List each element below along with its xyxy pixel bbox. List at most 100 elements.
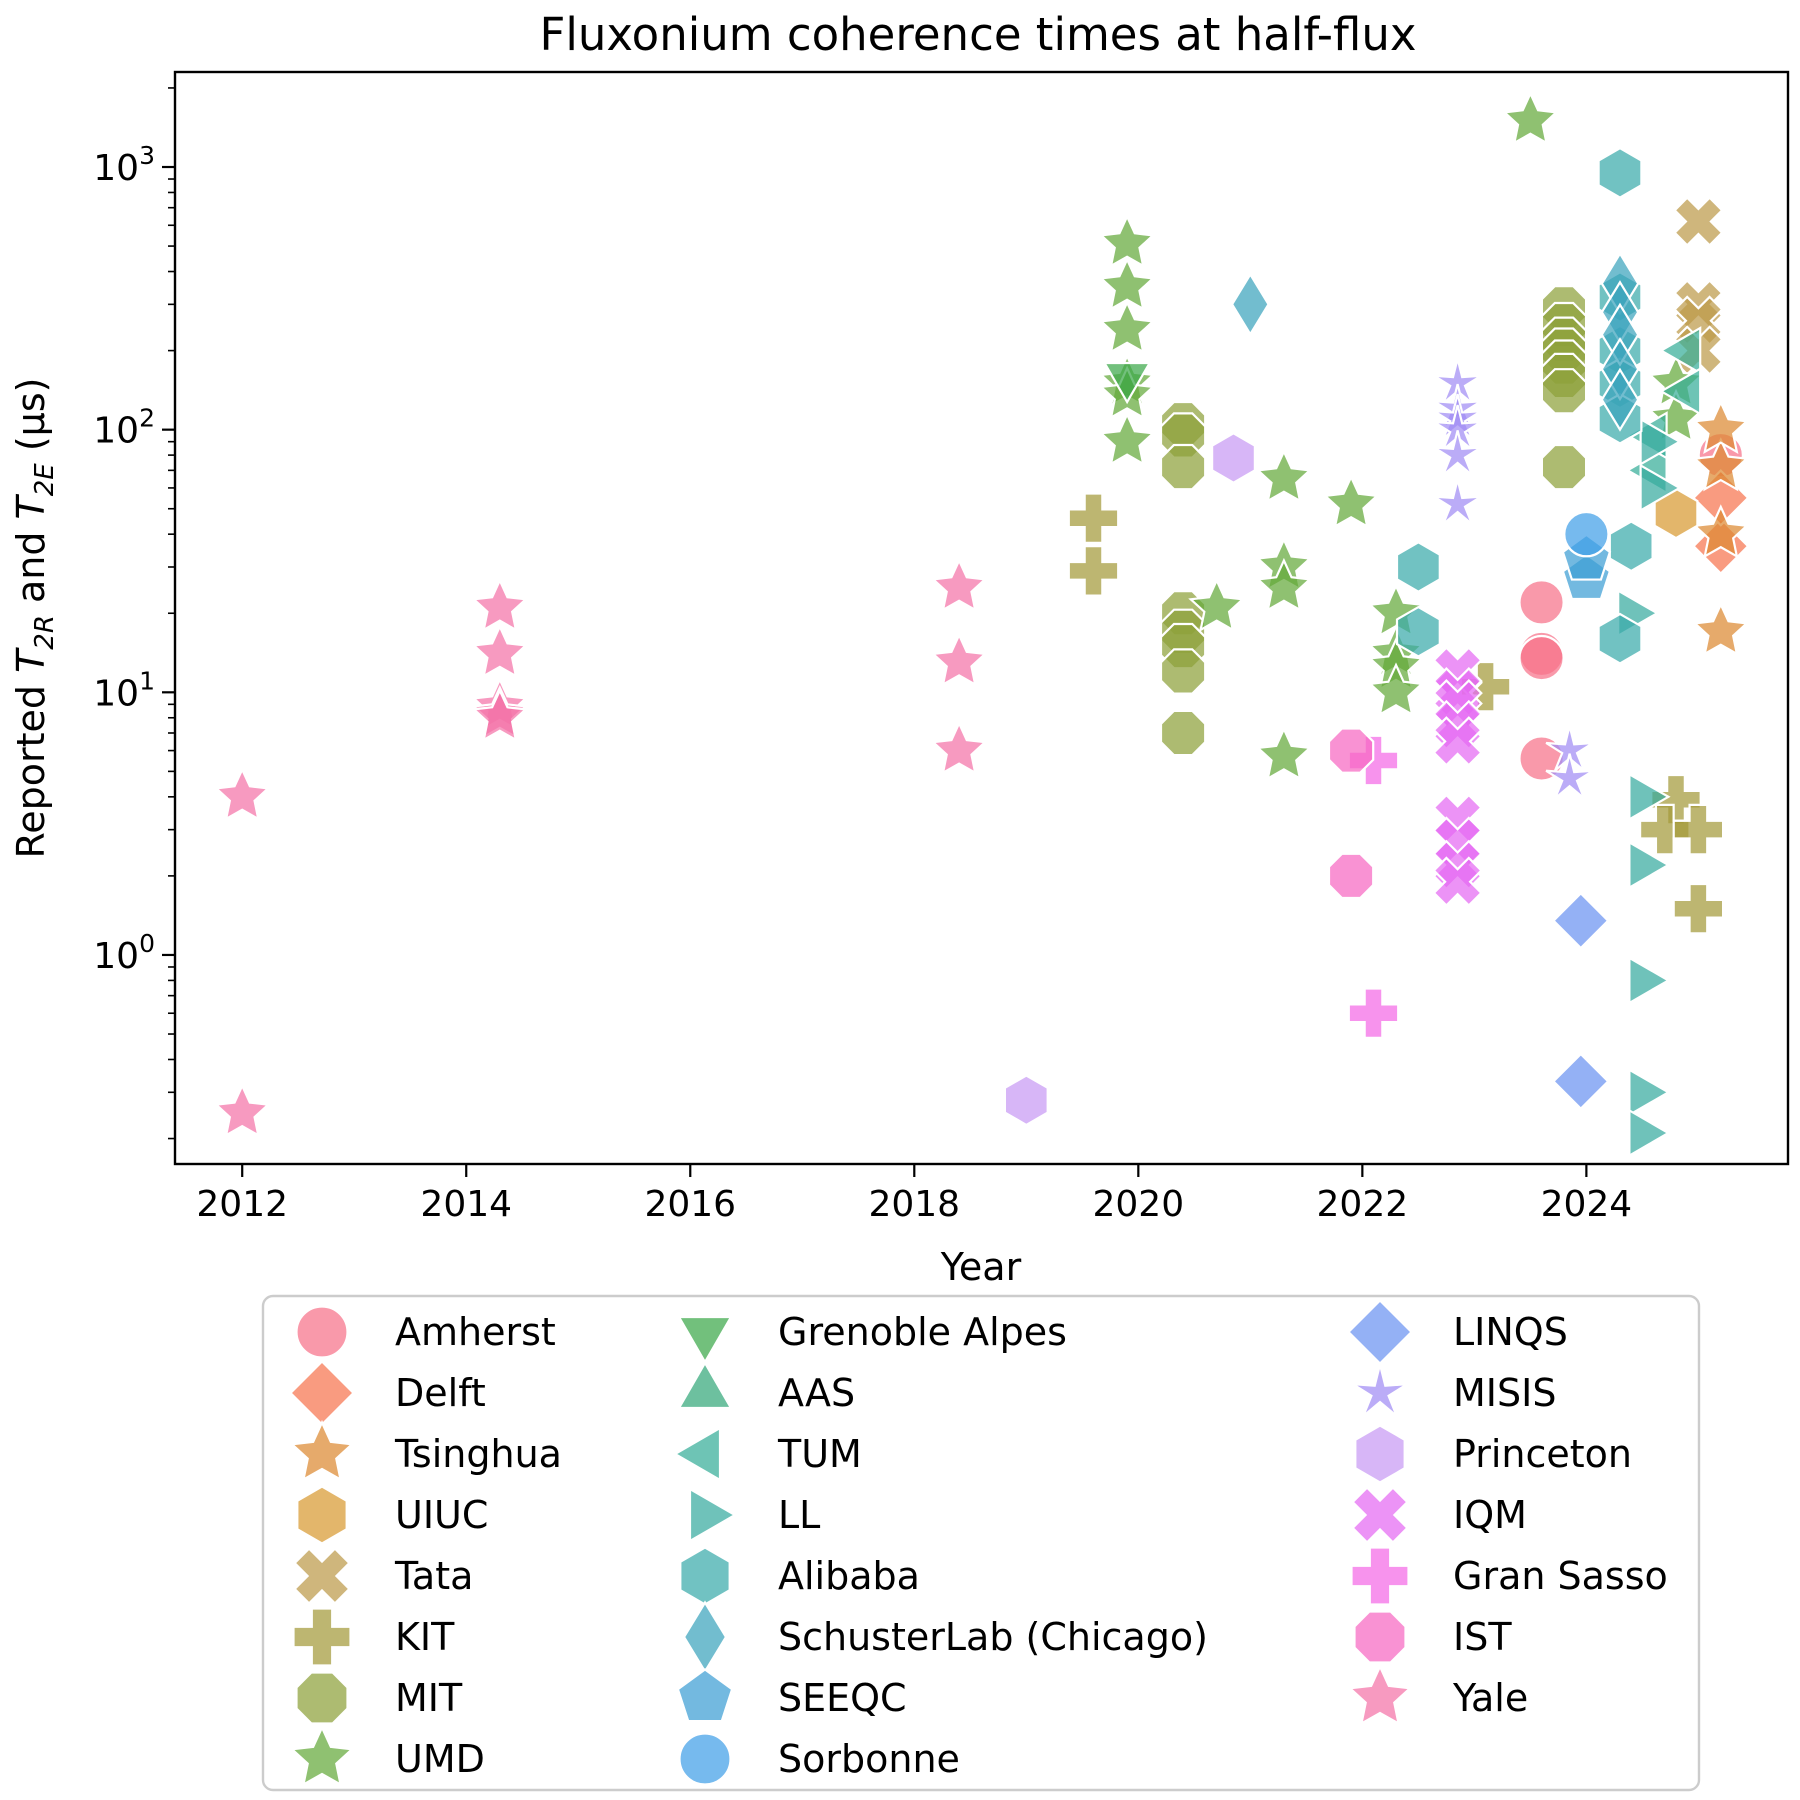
- x-tick-label-5: 2022: [1317, 1184, 1409, 1225]
- y-tick-label-2: 102: [93, 404, 155, 452]
- point-10-3: [1659, 366, 1702, 416]
- legend-label-21: IST: [1453, 1615, 1512, 1659]
- legend-marker-9: [677, 1360, 733, 1410]
- legend-label-11: LL: [778, 1493, 820, 1537]
- point-16-1: [1551, 1052, 1610, 1111]
- point-6-6: [1159, 648, 1207, 695]
- legend-label-15: Sorbonne: [778, 1737, 960, 1781]
- legend-label-4: Tata: [394, 1554, 473, 1598]
- point-16-0: [1551, 891, 1610, 950]
- point-2-2: [1692, 437, 1750, 492]
- legend-label-8: Grenoble Alpes: [778, 1310, 1067, 1354]
- point-18-1: [1003, 1074, 1049, 1127]
- point-11-4: [1628, 1108, 1671, 1158]
- legend-marker-11: [688, 1487, 738, 1543]
- point-2-0: [1692, 601, 1750, 657]
- legend: Amherst Delft Tsinghua UIUC Tata KIT MIT UMD Gre…: [288, 1298, 1668, 1787]
- point-12-4: [1597, 612, 1643, 665]
- y-tick-label-3: 103: [93, 141, 155, 189]
- point-22-0: [213, 766, 271, 822]
- legend-marker-7: [289, 1724, 355, 1787]
- point-22-8: [930, 632, 988, 687]
- point-7-3: [1098, 299, 1156, 355]
- y-label-symbol-2: T: [9, 493, 53, 519]
- legend-marker-20: [1350, 1546, 1410, 1606]
- point-12-0: [1597, 146, 1643, 199]
- point-17-4: [1433, 430, 1482, 476]
- point-11-2: [1628, 955, 1671, 1005]
- legend-marker-5: [292, 1607, 352, 1667]
- y-label-mid: and: [9, 519, 53, 615]
- point-7-2: [1098, 256, 1156, 312]
- point-0-0: [1518, 579, 1565, 626]
- legend-marker-17: [1352, 1364, 1408, 1417]
- point-15-0: [1563, 510, 1610, 558]
- point-12-3: [1608, 520, 1654, 573]
- legend-label-13: SchusterLab (Chicago): [778, 1615, 1208, 1659]
- point-12-1: [1395, 541, 1441, 593]
- legend-label-3: UIUC: [395, 1493, 488, 1537]
- legend-label-10: TUM: [777, 1432, 862, 1476]
- point-5-1: [1067, 545, 1120, 597]
- y-label-sub-2: 2E: [30, 463, 60, 497]
- point-10-2: [1659, 326, 1702, 376]
- point-2-1: [1692, 504, 1750, 559]
- point-13-0: [1230, 272, 1270, 337]
- point-21-0: [1327, 727, 1375, 774]
- legend-marker-8: [677, 1315, 733, 1365]
- point-6-2: [1159, 443, 1207, 491]
- legend-label-1: Delft: [395, 1371, 486, 1415]
- x-tick-label-0: 2012: [196, 1184, 288, 1225]
- x-axis-ticks: 2012 2014 2016 2018 2020 2022 2024: [196, 1164, 1632, 1225]
- point-17-7: [1545, 753, 1594, 800]
- point-11-3: [1628, 1067, 1671, 1117]
- point-6-14: [1540, 368, 1588, 415]
- point-13-5: [1600, 367, 1640, 432]
- legend-label-17: MISIS: [1453, 1371, 1556, 1415]
- point-7-11: [1255, 726, 1313, 781]
- legend-marker-21: [1353, 1610, 1407, 1664]
- x-tick-label-4: 2020: [1093, 1184, 1185, 1225]
- legend-label-18: Princeton: [1453, 1432, 1632, 1476]
- point-11-1: [1628, 840, 1671, 890]
- point-22-3: [471, 623, 529, 679]
- legend-label-0: Amherst: [395, 1310, 556, 1354]
- point-22-1: [213, 1083, 271, 1138]
- y-tick-label-0: 100: [93, 929, 155, 977]
- point-22-9: [930, 720, 988, 775]
- legend-marker-19: [1351, 1486, 1409, 1544]
- point-5-6: [1672, 882, 1725, 935]
- legend-marker-6: [295, 1671, 349, 1725]
- point-6-7: [1159, 709, 1207, 757]
- plot-markers: [213, 90, 1750, 1158]
- legend-label-19: IQM: [1453, 1493, 1527, 1537]
- legend-marker-22: [1347, 1663, 1413, 1726]
- point-2-3: [1692, 399, 1750, 454]
- legend-marker-18: [1354, 1424, 1406, 1484]
- point-7-8: [1255, 448, 1313, 504]
- point-21-1: [1327, 852, 1375, 900]
- point-7-12: [1322, 474, 1380, 529]
- point-5-5: [1672, 803, 1725, 856]
- point-18-0: [1211, 432, 1256, 484]
- plot-frame: [173, 70, 1790, 1166]
- point-19-8: [1432, 856, 1483, 907]
- point-7-10: [1255, 557, 1313, 613]
- legend-label-22: Yale: [1452, 1676, 1528, 1720]
- point-19-4: [1432, 716, 1483, 767]
- chart-title: Fluxonium coherence times at half-flux: [540, 8, 1417, 61]
- point-7-0: [1501, 90, 1559, 146]
- point-7-7: [1188, 577, 1246, 632]
- point-12-2: [1395, 605, 1441, 658]
- x-axis-label: Year: [940, 1245, 1022, 1289]
- y-label-sub-1: 2R: [30, 615, 60, 650]
- legend-marker-4: [293, 1547, 351, 1605]
- legend-marker-15: [678, 1732, 732, 1786]
- point-17-5: [1433, 479, 1482, 526]
- point-7-1: [1098, 213, 1156, 269]
- point-22-6: [471, 687, 529, 743]
- point-8-0: [1102, 361, 1152, 405]
- legend-label-7: UMD: [395, 1737, 485, 1781]
- legend-label-12: Alibaba: [778, 1554, 920, 1598]
